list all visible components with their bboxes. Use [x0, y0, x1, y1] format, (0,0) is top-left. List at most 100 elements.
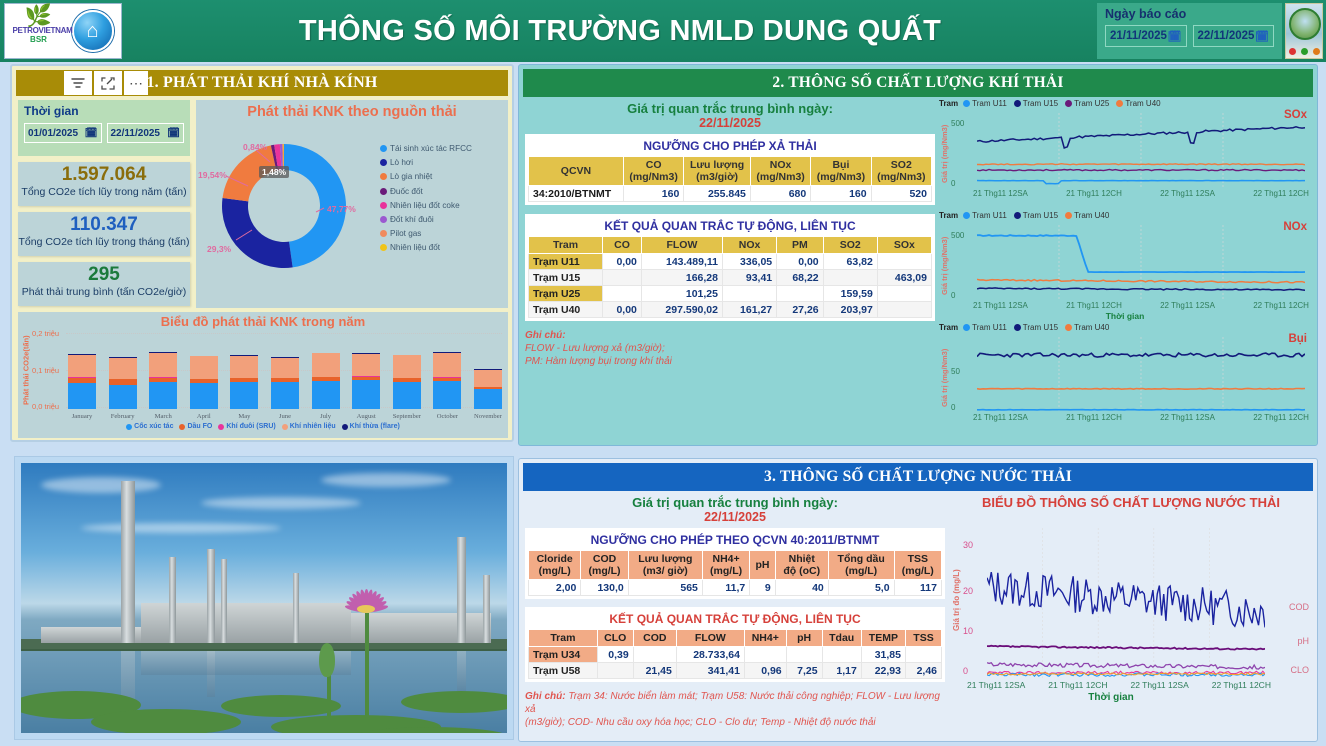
bar-chart-columns[interactable]: [68, 333, 502, 409]
chart-nox-svg[interactable]: [977, 225, 1305, 299]
calendar-icon[interactable]: 🗓: [1255, 30, 1269, 43]
column-header[interactable]: CLO: [596, 629, 634, 647]
home-icon[interactable]: ⌂: [71, 10, 114, 52]
column-header[interactable]: CO (mg/Nm3): [622, 156, 685, 186]
column-header[interactable]: Lưu lượng (m3/giờ): [683, 156, 751, 186]
bar-column[interactable]: [189, 333, 218, 409]
table-row[interactable]: Trạm U40 0,00 297.590,02 161,27 27,26 203,97: [527, 301, 933, 318]
legend-item[interactable]: Tram U11: [963, 99, 1007, 108]
column-header[interactable]: QCVN: [528, 156, 624, 186]
column-header[interactable]: Cloride (mg/L): [527, 550, 582, 580]
column-header[interactable]: NH4+ (mg/L): [701, 550, 751, 580]
report-date-to[interactable]: 22/11/2025 🗓: [1192, 25, 1274, 47]
column-header[interactable]: pH: [785, 629, 823, 647]
column-header[interactable]: COD (mg/L): [580, 550, 629, 580]
donut-legend-item[interactable]: Pilot gas: [380, 229, 504, 238]
section3-result-table[interactable]: Tram CLO COD FLOW NH4+ pH Tdau TEMP TSS Trạm U34…: [528, 629, 943, 679]
section3-threshold-table[interactable]: Cloride (mg/L) COD (mg/L) Lưu lượng (m3/ giờ)…: [527, 550, 943, 596]
calendar-icon[interactable]: 🗓: [84, 127, 98, 139]
donut-svg[interactable]: [196, 120, 386, 292]
bar-column[interactable]: [68, 333, 96, 409]
bar-column[interactable]: [392, 333, 421, 409]
chart-bui-legend[interactable]: Tram Tram U11 Tram U15 Tram U40: [939, 323, 1116, 332]
column-header[interactable]: Bụi (mg/Nm3): [810, 156, 872, 186]
bar-legend-item[interactable]: Khí đuôi (SRU): [218, 423, 276, 430]
bar-column[interactable]: [352, 333, 381, 409]
column-header[interactable]: Lưu lượng (m3/ giờ): [627, 550, 703, 580]
section2-threshold-table[interactable]: QCVN CO (mg/Nm3) Lưu lượng (m3/giờ) NOx (mg/Nm…: [528, 156, 933, 202]
bar-column[interactable]: [230, 333, 259, 409]
column-header[interactable]: NH4+: [743, 629, 787, 647]
time-filter-from[interactable]: 01/01/2025 🗓: [24, 123, 102, 143]
table-row[interactable]: Trạm U15 166,28 93,41 68,22 463,09: [527, 269, 933, 286]
focus-mode-icon[interactable]: [94, 71, 122, 95]
column-header[interactable]: Tdau: [821, 629, 862, 647]
calendar-icon[interactable]: 🗓: [167, 127, 180, 139]
donut-legend-item[interactable]: Tái sinh xúc tác RFCC: [380, 144, 504, 153]
legend-item[interactable]: Tram U11: [963, 211, 1007, 220]
legend-item[interactable]: Tram U25: [1065, 99, 1109, 108]
table-header-row[interactable]: Tram CO FLOW NOx PM SO2 SOx: [527, 236, 933, 254]
donut-legend-item[interactable]: Nhiên liệu đốt coke: [380, 201, 504, 210]
column-header[interactable]: NOx: [721, 236, 778, 254]
table-row[interactable]: 34:2010/BTNMT 160 255.845 680 160 520: [528, 185, 933, 202]
report-date-from[interactable]: 21/11/2025 🗓: [1105, 25, 1187, 47]
column-header[interactable]: FLOW: [675, 629, 745, 647]
donut-legend[interactable]: Tái sinh xúc tác RFCC Lò hơi Lò gia nhiệt Đ…: [380, 144, 504, 258]
donut-legend-item[interactable]: Lò hơi: [380, 158, 504, 167]
column-header[interactable]: CO: [602, 236, 642, 254]
section2-result-table[interactable]: Tram CO FLOW NOx PM SO2 SOx Trạm U11 0,00 143.48…: [527, 236, 933, 318]
donut-legend-item[interactable]: Lò gia nhiệt: [380, 172, 504, 181]
bar-column[interactable]: [473, 333, 502, 409]
calendar-icon[interactable]: 🗓: [1167, 30, 1182, 43]
bar-column[interactable]: [270, 333, 299, 409]
column-header[interactable]: Tổng dầu (mg/L): [827, 550, 895, 580]
legend-item[interactable]: Tram U40: [1065, 211, 1109, 220]
chart-nox-legend[interactable]: Tram Tram U11 Tram U15 Tram U40: [939, 211, 1116, 220]
column-header[interactable]: NOx (mg/Nm3): [749, 156, 812, 186]
legend-item[interactable]: Tram U15: [1013, 99, 1058, 108]
legend-item[interactable]: Tram U40: [1065, 323, 1109, 332]
bar-legend-item[interactable]: Cốc xúc tác: [126, 423, 173, 430]
bar-column[interactable]: [433, 333, 462, 409]
column-header[interactable]: TEMP: [860, 629, 906, 647]
column-header[interactable]: COD: [632, 629, 677, 647]
legend-item[interactable]: Tram U15: [1013, 211, 1058, 220]
bar-column[interactable]: [108, 333, 137, 409]
column-header[interactable]: TSS: [904, 629, 943, 647]
legend-item[interactable]: Tram U15: [1013, 323, 1058, 332]
donut-legend-item[interactable]: Đốt khí đuôi: [380, 215, 504, 224]
bar-chart-legend[interactable]: Cốc xúc tác Dầu FO Khí đuôi (SRU) Khí nhiên…: [18, 423, 508, 430]
donut-legend-item[interactable]: Đuốc đốt: [380, 187, 504, 196]
column-header[interactable]: SO2 (mg/Nm3): [870, 156, 933, 186]
bar-legend-item[interactable]: Khí thừa (flare): [341, 423, 400, 430]
table-row[interactable]: Trạm U25 101,25 159,59: [527, 285, 933, 302]
column-header[interactable]: SO2: [822, 236, 878, 254]
table-header-row[interactable]: Tram CLO COD FLOW NH4+ pH Tdau TEMP TSS: [528, 629, 943, 647]
column-header[interactable]: Tram: [527, 236, 604, 254]
bar-column[interactable]: [149, 333, 178, 409]
column-header[interactable]: FLOW: [640, 236, 723, 254]
bar-legend-item[interactable]: Khí nhiên liệu: [281, 423, 336, 430]
filter-icon[interactable]: [64, 71, 92, 95]
chart-sox-svg[interactable]: [977, 113, 1305, 187]
chart-bui-svg[interactable]: [977, 337, 1305, 411]
legend-item[interactable]: Tram U11: [963, 323, 1007, 332]
donut-legend-item[interactable]: Nhiên liệu đốt: [380, 243, 504, 252]
column-header[interactable]: TSS (mg/L): [893, 550, 943, 580]
column-header[interactable]: PM: [776, 236, 824, 254]
water-chart-svg[interactable]: [987, 528, 1265, 678]
legend-item[interactable]: Tram U40: [1116, 99, 1161, 108]
column-header[interactable]: pH: [749, 550, 776, 580]
chart-sox-legend[interactable]: Tram Tram U11 Tram U15 Tram U25 Tram U40: [939, 99, 1168, 108]
table-row[interactable]: Trạm U11 0,00 143.489,11 336,05 0,00 63,82: [527, 253, 933, 270]
time-filter-to[interactable]: 22/11/2025 🗓: [106, 123, 184, 143]
bar-legend-item[interactable]: Dầu FO: [179, 423, 212, 430]
bar-column[interactable]: [311, 333, 340, 409]
table-row[interactable]: Trạm U58 21,45 341,41 0,96 7,25 1,17 22,93 2,46: [528, 662, 943, 679]
column-header[interactable]: Nhiệt độ (oC): [774, 550, 829, 580]
table-row[interactable]: 2,00 130,0 565 11,7 9 40 5,0 117: [527, 579, 943, 596]
column-header[interactable]: SOx: [876, 236, 933, 254]
table-row[interactable]: Trạm U34 0,39 28.733,64 31,85: [528, 646, 943, 663]
table-header-row[interactable]: Cloride (mg/L) COD (mg/L) Lưu lượng (m3/ giờ)…: [527, 550, 943, 580]
